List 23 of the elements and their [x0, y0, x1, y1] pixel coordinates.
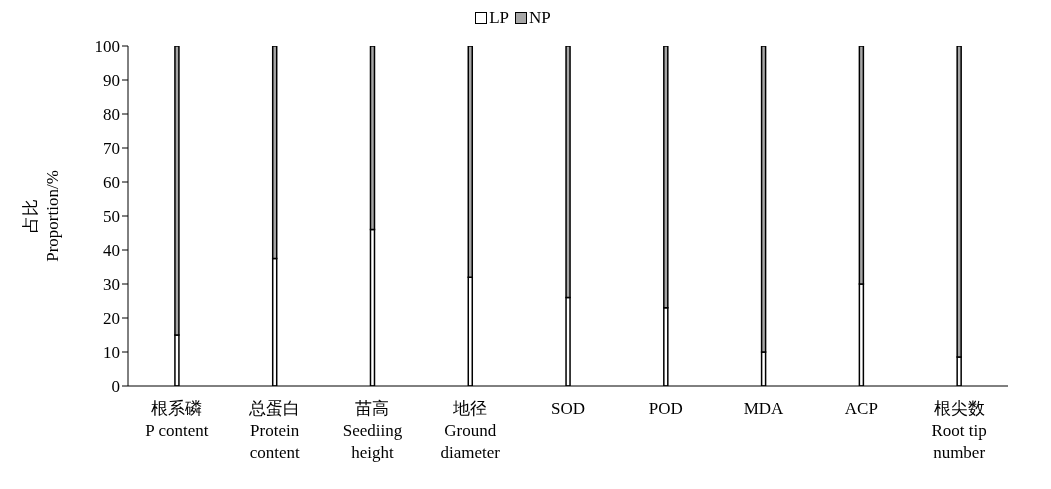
y-tick-label: 40 [103, 241, 120, 261]
y-tick-label: 80 [103, 105, 120, 125]
x-tick-label: 根系磷 P content [145, 399, 209, 440]
x-tick-label: ACP [844, 399, 878, 418]
y-tick-label: 100 [94, 37, 120, 57]
y-tick-label: 70 [103, 139, 120, 159]
x-tick-label: SOD [550, 399, 586, 418]
y-tick-label: 10 [103, 343, 120, 363]
x-tick-label: MDA [743, 399, 785, 418]
y-tick-label: 30 [103, 275, 120, 295]
x-tick-label: 地径 Ground diameter [440, 399, 501, 462]
y-tick-label: 20 [103, 309, 120, 329]
legend-label: LP [488, 8, 510, 28]
y-tick-label: 0 [111, 377, 120, 397]
y-tick-label: 50 [103, 207, 120, 227]
x-tick-label: 根尖数 Root tip number [931, 399, 987, 462]
y-tick-label: 90 [103, 71, 120, 91]
x-tick-label: 总蛋白 Protein content [248, 399, 301, 462]
legend-label: NP [528, 8, 551, 28]
y-axis-title: 占比 Proportion/% [21, 170, 62, 262]
x-tick-label: 苗高 Seediing height [342, 399, 403, 462]
x-tick-label: POD [648, 399, 683, 418]
y-tick-label: 60 [103, 173, 120, 193]
